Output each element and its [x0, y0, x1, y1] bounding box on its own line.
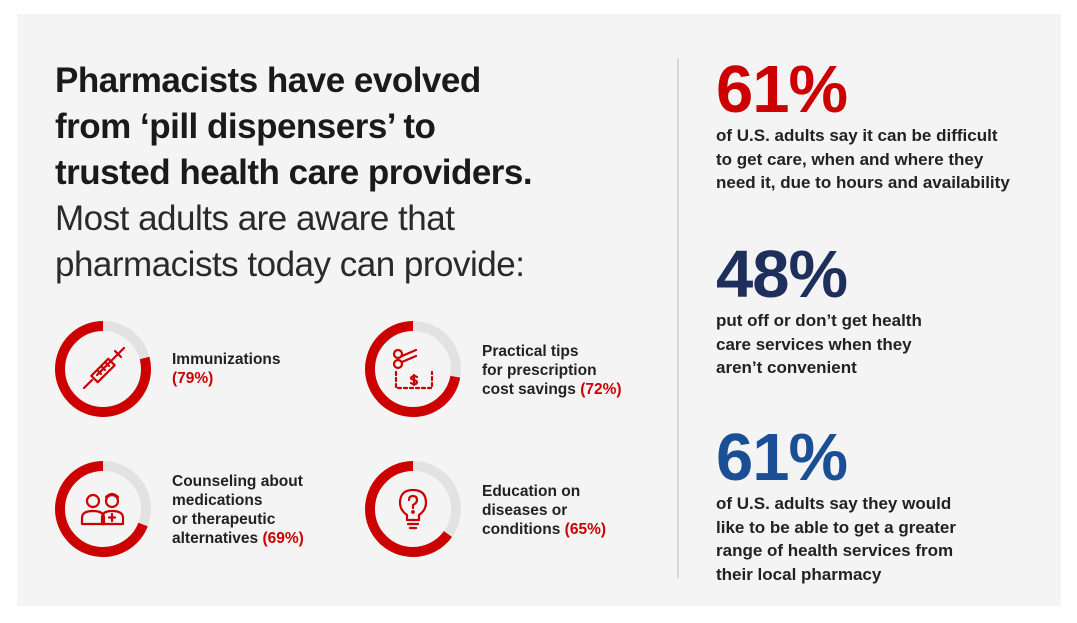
- headline-bold: Pharmacists have evolved from ‘pill disp…: [55, 61, 533, 192]
- ring-fill: [55, 461, 151, 557]
- syringe-icon: [78, 344, 128, 394]
- stat-value: 61%: [716, 52, 848, 127]
- stat-put-off-care: 48% put off or don’t get health care ser…: [716, 237, 1056, 380]
- service-percent: (65%): [564, 521, 607, 538]
- ring-fill: [365, 461, 461, 557]
- lightbulb-question-icon: [388, 484, 438, 534]
- stat-description: put off or don’t get health care service…: [716, 311, 922, 377]
- service-label: Education on diseases or conditions (65%…: [482, 483, 607, 538]
- progress-ring: [364, 320, 462, 418]
- service-percent: (69%): [262, 530, 304, 547]
- coupon-scissors-icon: [388, 344, 438, 394]
- infographic-card: [17, 14, 1061, 606]
- stat-difficult-care: 61% of U.S. adults say it can be difficu…: [716, 52, 1056, 195]
- stat-description: of U.S. adults say it can be difficult t…: [716, 126, 1010, 192]
- service-label: Immunizations (79%): [172, 351, 281, 387]
- stat-description: of U.S. adults say they would like to be…: [716, 494, 956, 584]
- progress-ring: [364, 460, 462, 558]
- column-divider: [677, 58, 679, 578]
- service-label: Practical tips for prescription cost sav…: [482, 343, 622, 398]
- stat-value: 61%: [716, 420, 848, 495]
- stat-value: 48%: [716, 237, 848, 312]
- service-label: Counseling about medications or therapeu…: [172, 473, 304, 547]
- stat-greater-range: 61% of U.S. adults say they would like t…: [716, 420, 1056, 586]
- progress-ring: [54, 460, 152, 558]
- progress-ring: [54, 320, 152, 418]
- headline: Pharmacists have evolved from ‘pill disp…: [55, 58, 655, 288]
- service-percent: (72%): [580, 381, 622, 398]
- ring-fill: [365, 321, 461, 417]
- ring-fill: [55, 321, 151, 417]
- service-percent: (79%): [172, 370, 214, 387]
- headline-subtitle: Most adults are aware that pharmacists t…: [55, 199, 525, 284]
- people-icon: [78, 484, 128, 534]
